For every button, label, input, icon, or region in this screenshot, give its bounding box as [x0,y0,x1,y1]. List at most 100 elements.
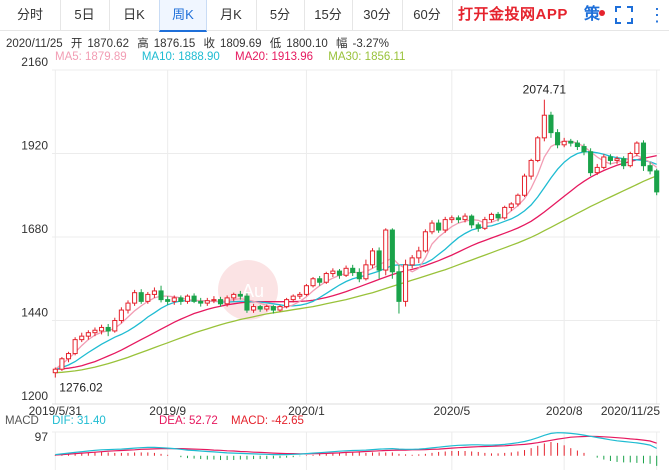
x-tick-label: 2020/8 [546,404,583,418]
candle-body [647,165,653,172]
dif-line [55,432,657,456]
ma20-legend: MA20: 1913.96 [235,51,314,63]
y-tick-label: 1920 [21,139,48,153]
candle-body [508,203,514,208]
candle-body [99,326,105,332]
candle-body [403,264,409,302]
candle-body [581,146,587,153]
tab-5day[interactable]: 5日 [60,0,110,30]
candle-body [184,295,191,302]
open-value: 1870.62 [87,38,129,50]
candle-body [561,140,567,146]
candle-body [297,293,303,297]
y-tick-label: 1680 [21,222,48,236]
candle-body [614,158,620,161]
tab-30min[interactable]: 30分 [352,0,403,30]
tab-monthly-k[interactable]: 月K [206,0,257,30]
candle-body [158,290,164,301]
open-label: 开 [70,38,83,50]
macd-value-legend: MACD: -42.65 [231,415,304,427]
candle-body [488,213,495,221]
candle-body [145,293,151,302]
candle-body [621,158,627,167]
tab-15min[interactable]: 15分 [304,0,353,30]
candle-body [85,332,91,337]
more-options-icon[interactable]: ⋮ [648,5,666,25]
dea-legend: DEA: 52.72 [158,415,218,427]
candle-body [422,231,428,252]
candle-body [257,306,263,310]
candle-body [436,222,442,231]
ma5-line [54,140,658,370]
candle-body [521,175,528,196]
x-tick-label: 2019/9 [149,404,186,418]
open-app-link[interactable]: 打开金投网APP [458,6,568,23]
candle-body [356,271,362,280]
candle-body [52,368,58,374]
candle-body [343,267,349,276]
candle-body [132,292,138,304]
candle-body [244,295,250,311]
candle-body [336,270,343,276]
macd-title: MACD [5,415,39,427]
candle-body [65,353,72,360]
ma30-line [55,175,657,374]
candle-body [396,271,402,302]
candle-body [369,250,376,266]
tab-intraday[interactable]: 分时 [0,0,61,30]
x-tick-label: 2020/11/25 [601,404,660,418]
candle-body [455,217,461,221]
dif-legend: DIF: 31.40 [52,415,106,427]
max-price-label: 2074.71 [523,83,567,97]
x-tick-label: 2020/5 [433,404,470,418]
candle-body [303,285,309,295]
tab-weekly-k[interactable]: 周K [159,0,207,32]
tab-5min[interactable]: 5分 [256,0,305,30]
candle-body [416,250,422,259]
candle-body [555,132,561,146]
candle-body [654,170,660,193]
change-label: 幅 [336,38,348,50]
candle-body [72,339,78,355]
fullscreen-icon[interactable] [614,5,634,25]
tab-60min[interactable]: 60分 [402,0,453,30]
dea-line [55,435,657,456]
candle-body [574,142,580,148]
candle-body [178,297,184,302]
candle-body [449,217,455,221]
candle-body [251,306,257,311]
candle-body [535,137,541,161]
notification-dot [599,10,605,16]
candle-body [317,278,323,283]
y-tick-label: 1200 [21,389,48,403]
candle-body [224,297,230,305]
candle-body [594,166,600,174]
close-label: 收 [203,38,215,50]
candle-body [284,299,290,308]
candle-body [125,302,131,311]
high-value: 1876.15 [153,38,196,50]
candle-body [409,257,415,266]
candle-body [548,114,554,134]
candle-body [204,300,210,304]
strategy-button[interactable]: 策 [584,6,601,23]
candle-body [59,358,65,370]
ma30-legend: MA30: 1856.11 [328,51,406,63]
candle-body [601,156,607,168]
ma10-line [55,151,657,370]
quote-date: 2020/11/25 [6,38,63,50]
candle-body [462,215,468,221]
candle-body [475,224,481,229]
close-value: 1809.69 [219,38,262,50]
candle-body [264,306,270,310]
low-label: 低 [269,38,282,50]
candle-body [469,215,475,226]
candle-body [588,151,594,174]
y-tick-label: 2160 [21,55,48,69]
high-label: 高 [137,38,149,50]
candle-body [528,159,534,177]
min-price-label: 1276.02 [59,381,103,395]
candle-body [191,295,197,302]
